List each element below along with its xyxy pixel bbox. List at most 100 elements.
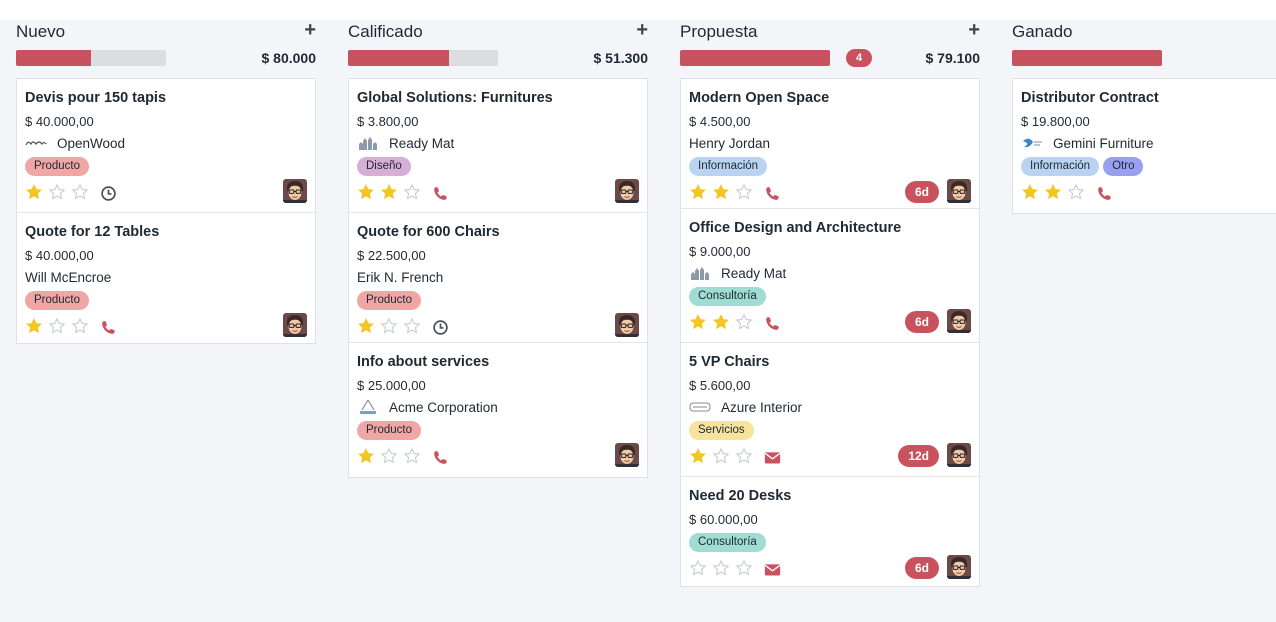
- card-list: Modern Open Space $ 4.500,00 Henry Jordan I…: [680, 78, 980, 587]
- card-amount: $ 40.000,00: [25, 248, 94, 263]
- avatar[interactable]: [283, 179, 307, 203]
- star-filled-icon[interactable]: [1044, 183, 1062, 201]
- star-empty-icon[interactable]: [735, 183, 753, 201]
- star-empty-icon[interactable]: [735, 559, 753, 577]
- card-amount: $ 60.000,00: [689, 512, 758, 527]
- progress-fill: [348, 50, 449, 66]
- star-empty-icon[interactable]: [689, 559, 707, 577]
- avatar[interactable]: [615, 443, 639, 467]
- avatar[interactable]: [947, 443, 971, 467]
- kanban-column: Propuesta +4 $ 79.100 Modern Open Space $ 4.…: [680, 19, 980, 587]
- column-title[interactable]: Calificado: [348, 22, 423, 41]
- card-footer: [25, 179, 307, 207]
- opportunity-card[interactable]: 5 VP Chairs $ 5.600,00 Azure Interior Servi…: [681, 343, 979, 477]
- column-progress-bar[interactable]: [16, 50, 166, 66]
- star-empty-icon[interactable]: [380, 317, 398, 335]
- star-empty-icon[interactable]: [403, 317, 421, 335]
- star-empty-icon[interactable]: [380, 447, 398, 465]
- phone-icon[interactable]: [100, 319, 117, 336]
- plus-icon[interactable]: +: [636, 19, 648, 41]
- star-filled-icon[interactable]: [712, 313, 730, 331]
- card-footer: 6d: [689, 309, 971, 337]
- star-filled-icon[interactable]: [380, 183, 398, 201]
- progress-fill: [1012, 50, 1162, 66]
- avatar[interactable]: [947, 555, 971, 579]
- tag-badge: Información: [689, 157, 768, 176]
- avatar[interactable]: [283, 313, 307, 337]
- avatar[interactable]: [947, 179, 971, 203]
- star-empty-icon[interactable]: [1067, 183, 1085, 201]
- column-title[interactable]: Propuesta: [680, 22, 758, 41]
- star-empty-icon[interactable]: [71, 317, 89, 335]
- partner-name: OpenWood: [57, 135, 126, 151]
- opportunity-card[interactable]: Modern Open Space $ 4.500,00 Henry Jordan I…: [681, 79, 979, 209]
- tag-badge: Producto: [25, 157, 90, 176]
- card-tags: Información Otro: [1021, 157, 1144, 176]
- priority-stars: [357, 183, 421, 201]
- star-empty-icon[interactable]: [735, 313, 753, 331]
- opportunity-card[interactable]: Global Solutions: Furnitures $ 3.800,00 Re…: [349, 79, 647, 213]
- card-amount: $ 3.800,00: [357, 114, 419, 129]
- opportunity-card[interactable]: Devis pour 150 tapis $ 40.000,00 OpenWood P…: [17, 79, 315, 213]
- star-empty-icon[interactable]: [712, 447, 730, 465]
- phone-icon[interactable]: [1096, 185, 1113, 202]
- phone-icon[interactable]: [432, 185, 449, 202]
- star-filled-icon[interactable]: [25, 317, 43, 335]
- envelope-icon[interactable]: [764, 561, 781, 578]
- opportunity-card[interactable]: Office Design and Architecture $ 9.000,00…: [681, 209, 979, 343]
- priority-stars: [357, 317, 421, 335]
- card-title: Office Design and Architecture: [689, 220, 902, 236]
- column-progress-bar[interactable]: [1012, 50, 1162, 66]
- avatar[interactable]: [615, 179, 639, 203]
- column-title[interactable]: Ganado: [1012, 22, 1073, 41]
- opportunity-card[interactable]: Info about services $ 25.000,00 Acme Corpo…: [349, 343, 647, 477]
- card-tags: Producto: [25, 291, 90, 310]
- priority-stars: [689, 183, 753, 201]
- star-empty-icon[interactable]: [403, 183, 421, 201]
- opportunity-card[interactable]: Quote for 600 Chairs $ 22.500,00 Erik N. F…: [349, 213, 647, 343]
- clock-icon[interactable]: [432, 319, 449, 336]
- avatar[interactable]: [615, 313, 639, 337]
- plus-icon[interactable]: +: [304, 19, 316, 41]
- partner-name: Azure Interior: [721, 399, 803, 415]
- avatar[interactable]: [947, 309, 971, 333]
- star-filled-icon[interactable]: [689, 183, 707, 201]
- star-empty-icon[interactable]: [403, 447, 421, 465]
- card-tags: Producto: [357, 421, 422, 440]
- card-title: Need 20 Desks: [689, 488, 792, 504]
- card-partner: Azure Interior: [689, 398, 802, 416]
- clock-icon[interactable]: [100, 185, 117, 202]
- star-filled-icon[interactable]: [357, 447, 375, 465]
- envelope-icon[interactable]: [764, 449, 781, 466]
- phone-icon[interactable]: [432, 449, 449, 466]
- column-progress-bar[interactable]: [680, 50, 830, 66]
- card-footer: [357, 443, 639, 471]
- card-title: Quote for 600 Chairs: [357, 224, 500, 240]
- phone-icon[interactable]: [764, 185, 781, 202]
- card-partner: OpenWood: [25, 134, 125, 152]
- column-header: Ganado$ 1: [1012, 20, 1276, 78]
- azure-logo: [689, 402, 711, 412]
- star-filled-icon[interactable]: [1021, 183, 1039, 201]
- star-filled-icon[interactable]: [25, 183, 43, 201]
- star-filled-icon[interactable]: [357, 183, 375, 201]
- card-partner: Ready Mat: [357, 134, 454, 152]
- opportunity-card[interactable]: Need 20 Desks $ 60.000,00 Consultoría 6d: [681, 477, 979, 586]
- plus-icon[interactable]: +: [968, 19, 980, 41]
- column-progress-bar[interactable]: [348, 50, 498, 66]
- card-amount: $ 19.800,00: [1021, 114, 1090, 129]
- opportunity-card[interactable]: Distributor Contract $ 19.800,00 Gemini Fu…: [1013, 79, 1276, 213]
- phone-icon[interactable]: [764, 315, 781, 332]
- star-empty-icon[interactable]: [48, 317, 66, 335]
- star-empty-icon[interactable]: [71, 183, 89, 201]
- star-empty-icon[interactable]: [735, 447, 753, 465]
- opportunity-card[interactable]: Quote for 12 Tables $ 40.000,00 Will McEnc…: [17, 213, 315, 343]
- star-filled-icon[interactable]: [712, 183, 730, 201]
- column-title[interactable]: Nuevo: [16, 22, 66, 41]
- star-filled-icon[interactable]: [357, 317, 375, 335]
- star-filled-icon[interactable]: [689, 313, 707, 331]
- star-empty-icon[interactable]: [712, 559, 730, 577]
- star-empty-icon[interactable]: [48, 183, 66, 201]
- priority-stars: [689, 447, 753, 465]
- star-filled-icon[interactable]: [689, 447, 707, 465]
